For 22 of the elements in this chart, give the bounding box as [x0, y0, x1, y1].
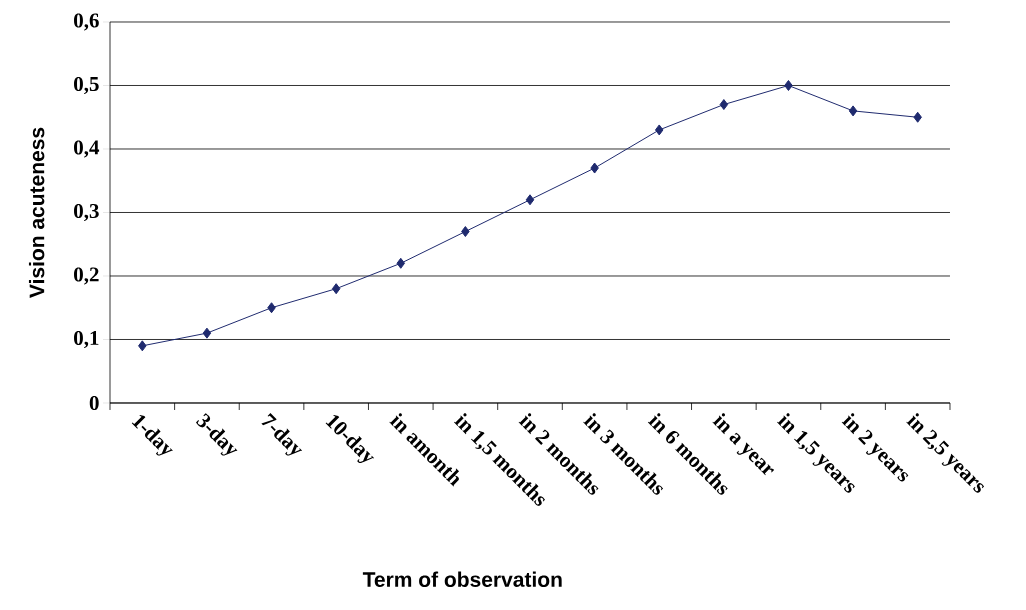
point	[654, 124, 664, 136]
y-tick-label: 0,4	[74, 140, 100, 158]
point	[848, 105, 858, 117]
point	[590, 162, 599, 174]
point	[202, 327, 212, 339]
point	[719, 99, 729, 111]
x-axis-title: Term of observation	[362, 571, 562, 587]
point	[461, 226, 470, 238]
point	[138, 340, 147, 352]
point	[784, 79, 793, 91]
point	[525, 194, 535, 206]
point	[331, 283, 341, 295]
point	[267, 302, 276, 314]
y-tick-label: 0	[89, 395, 99, 411]
y-tick-label: 0,3	[74, 203, 99, 222]
point	[396, 257, 406, 269]
y-tick-label: 0,6	[74, 13, 99, 31]
y-tick-label: 0,2	[74, 267, 99, 285]
y-tick-label: 0,5	[74, 76, 99, 95]
y-axis-title: Vision acuteness	[28, 127, 45, 298]
y-tick-label: 0,1	[74, 330, 99, 349]
point	[913, 111, 922, 123]
